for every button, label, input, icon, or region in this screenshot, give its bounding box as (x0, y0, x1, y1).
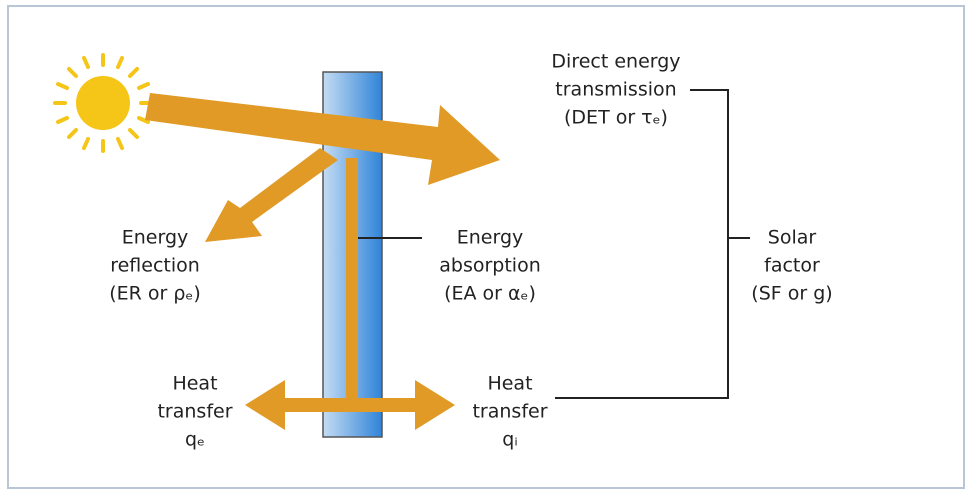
label-line: (EA or αₑ) (444, 283, 536, 305)
reflection-arrow (205, 148, 338, 242)
label-line: transfer (157, 401, 232, 423)
label-line: absorption (439, 255, 541, 277)
label-line: (DET or τₑ) (564, 107, 668, 129)
frame (7, 5, 965, 489)
sun (53, 53, 153, 153)
label-line: reflection (110, 255, 200, 277)
label-line: Energy (457, 227, 524, 249)
label-line: Solar (768, 227, 817, 249)
label-line: Direct energy (551, 51, 680, 73)
label-line: (ER or ρₑ) (109, 283, 201, 305)
label-line: factor (764, 255, 820, 277)
label-line: Heat (487, 373, 532, 395)
label-line: Heat (172, 373, 217, 395)
leader-lines (358, 89, 750, 399)
label-line: transfer (472, 401, 547, 423)
label-line: (SF or g) (751, 283, 832, 305)
energy-arrows (145, 93, 500, 430)
label-line: qᵢ (502, 429, 517, 451)
absorption-bar (346, 158, 358, 398)
label-line: Energy (122, 227, 189, 249)
heat-transfer-arrow (245, 380, 455, 430)
labels: Direct energy transmission (DET or τₑ) Ener… (109, 51, 832, 451)
label-line: qₑ (185, 429, 205, 451)
label-line: transmission (555, 79, 676, 101)
transmission-arrow (145, 93, 500, 185)
